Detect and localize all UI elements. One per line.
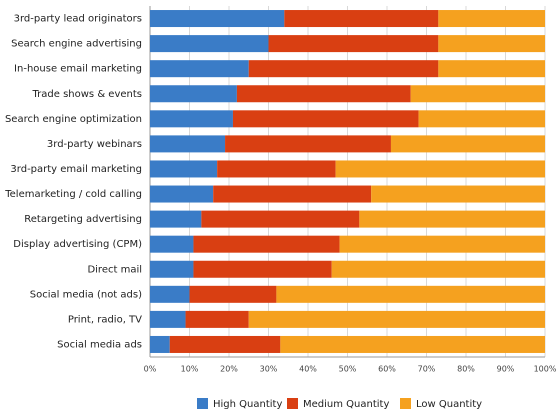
x-tick-label: 0%	[144, 365, 157, 374]
legend-swatch	[400, 398, 411, 409]
x-tick-label: 30%	[260, 365, 278, 374]
bar-segment	[150, 285, 190, 303]
bar-segment	[331, 260, 545, 278]
y-tick-label: Search engine advertising	[11, 39, 142, 50]
bar-segment	[217, 160, 336, 178]
bar-segment	[213, 185, 372, 203]
bar-segment	[150, 35, 269, 53]
bar-segment	[418, 110, 545, 128]
y-tick-label: 3rd-party lead originators	[14, 14, 142, 25]
bar-segment	[189, 285, 277, 303]
legend-label: Low Quantity	[416, 399, 482, 410]
x-tick-label: 10%	[181, 365, 199, 374]
bar-segment	[150, 235, 194, 253]
y-tick-label: Print, radio, TV	[68, 314, 142, 325]
bar-segment	[276, 285, 545, 303]
bar-segment	[150, 160, 218, 178]
bar-segment	[236, 85, 411, 103]
bar-segment	[150, 85, 237, 103]
bar-segment	[232, 110, 419, 128]
y-tick-label: In-house email marketing	[14, 64, 142, 75]
y-tick-label: Search engine optimization	[5, 114, 142, 125]
x-tick-label: 80%	[457, 365, 475, 374]
x-tick-label: 90%	[497, 365, 515, 374]
bar-segment	[280, 335, 545, 353]
x-tick-label: 50%	[339, 365, 357, 374]
y-tick-label: Display advertising (CPM)	[13, 239, 142, 250]
bar-segment	[339, 235, 545, 253]
bar-segment	[150, 10, 285, 28]
y-tick-label: Trade shows & events	[32, 89, 142, 100]
bar-segment	[169, 335, 281, 353]
legend-swatch	[197, 398, 208, 409]
legend-label: High Quantity	[213, 399, 282, 410]
x-tick-label: 70%	[418, 365, 436, 374]
x-tick-label: 40%	[299, 365, 317, 374]
bar-segment	[150, 60, 249, 78]
legend-label: Medium Quantity	[303, 399, 389, 410]
y-tick-label: 3rd-party email marketing	[10, 164, 142, 175]
bar-segment	[410, 85, 545, 103]
x-tick-label: 60%	[378, 365, 396, 374]
bar-segment	[193, 235, 340, 253]
bar-segment	[150, 310, 186, 328]
y-tick-label: Retargeting advertising	[24, 214, 142, 225]
bar-segment	[335, 160, 545, 178]
bar-segment	[225, 135, 391, 153]
bar-segment	[359, 210, 545, 228]
bar-segment	[150, 335, 170, 353]
bar-segment	[248, 310, 545, 328]
y-tick-label: Telemarketing / cold calling	[4, 189, 142, 200]
bar-segment	[193, 260, 332, 278]
x-tick-label: 100%	[534, 365, 557, 374]
y-tick-label: Social media (not ads)	[30, 289, 142, 300]
bar-segment	[248, 60, 439, 78]
y-tick-label: 3rd-party webinars	[47, 139, 142, 150]
bar-segment	[390, 135, 545, 153]
bar-segment	[438, 10, 545, 28]
bar-segment	[438, 35, 545, 53]
bar-segment	[150, 135, 226, 153]
bar-segment	[150, 260, 194, 278]
x-tick-label: 20%	[220, 365, 238, 374]
bar-segment	[371, 185, 545, 203]
bar-segment	[284, 10, 439, 28]
y-tick-label: Social media ads	[57, 339, 142, 350]
bar-segment	[150, 185, 214, 203]
y-tick-label: Direct mail	[87, 264, 142, 275]
bar-segment	[268, 35, 439, 53]
bar-segment	[150, 110, 233, 128]
legend-swatch	[287, 398, 298, 409]
bar-segment	[185, 310, 249, 328]
bar-segment	[201, 210, 360, 228]
bar-segment	[150, 210, 202, 228]
bar-segment	[438, 60, 545, 78]
